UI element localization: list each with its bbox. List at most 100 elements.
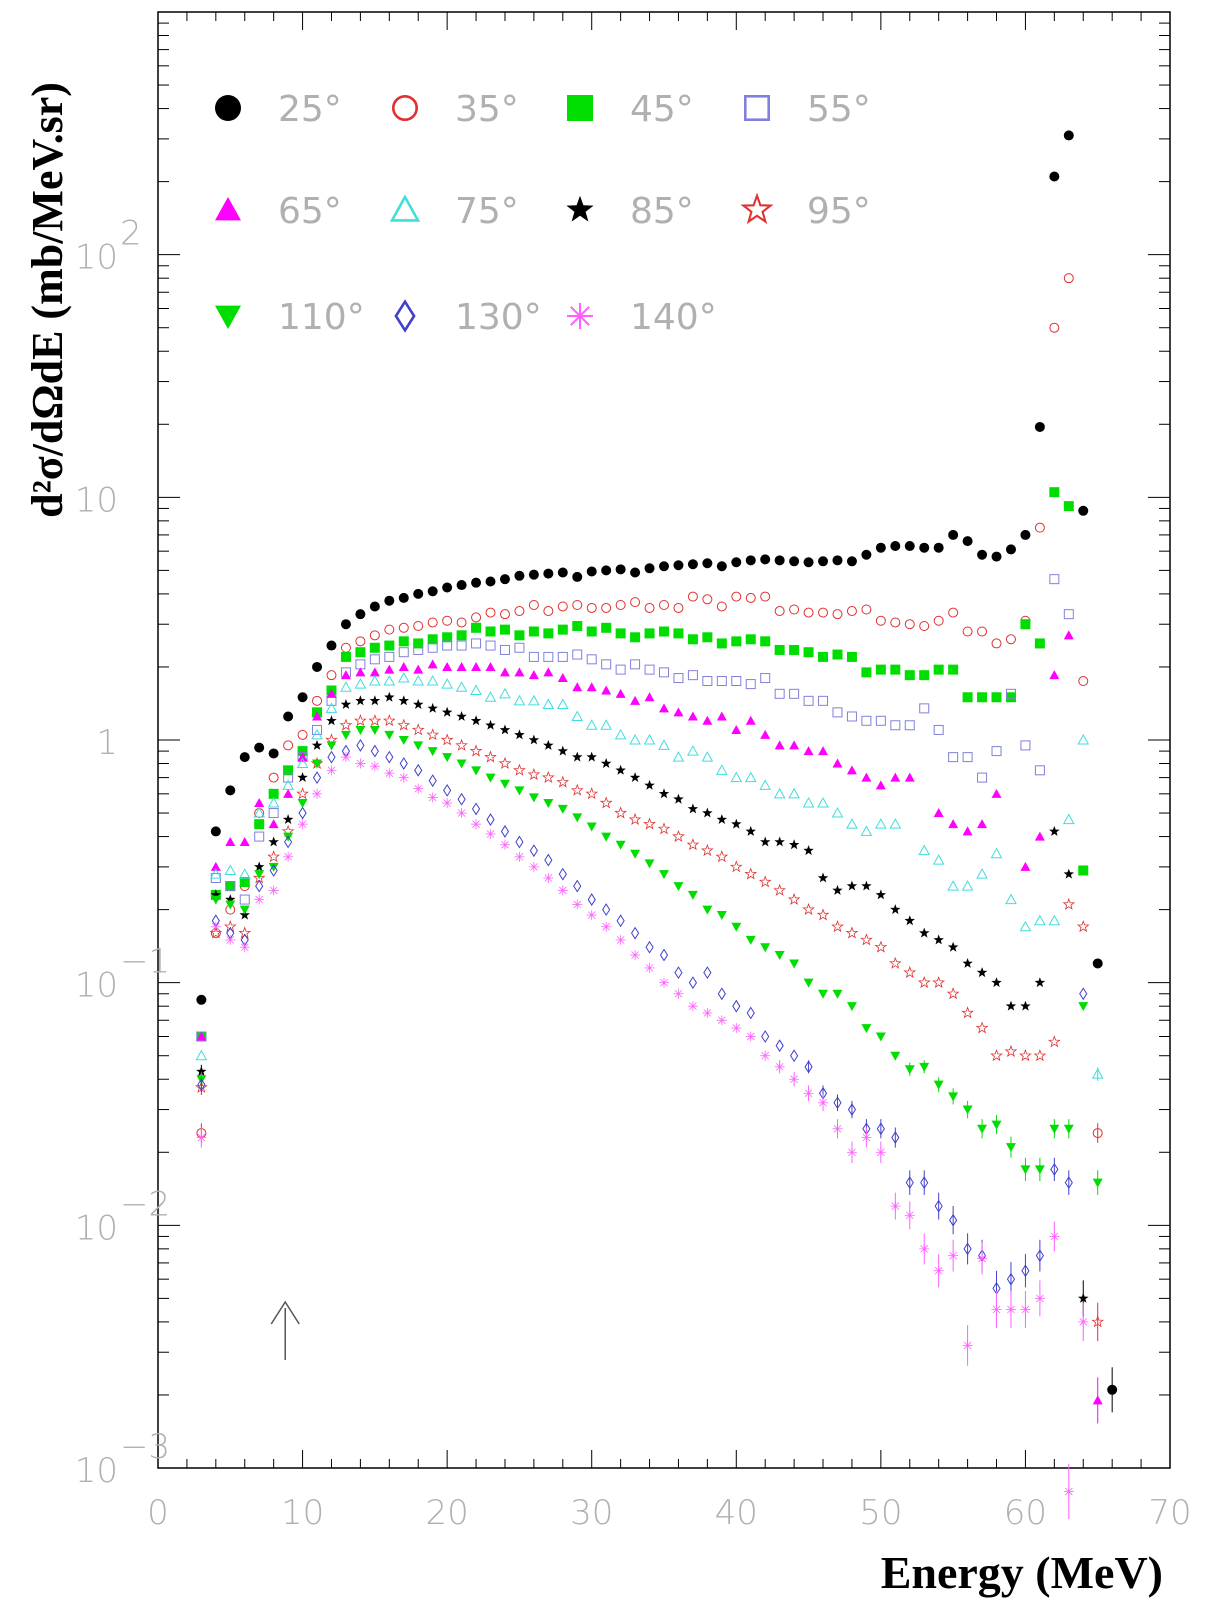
legend-marker [215,197,241,221]
data-point [1034,638,1045,649]
data-point [253,807,266,818]
data-point [572,899,583,910]
data-point [585,787,599,800]
data-point [499,574,510,585]
data-point [789,604,800,615]
data-point [586,626,597,637]
data-point [803,557,814,568]
data-point [903,965,917,979]
data-point [760,836,771,847]
data-point [615,628,626,639]
data-point [990,1048,1003,1062]
data-point [455,738,468,751]
data-point [384,768,395,779]
data-point [673,793,684,804]
data-point [745,935,756,945]
data-point [1092,958,1103,969]
y-tick-label: 10 [75,966,118,1006]
data-point [586,822,597,832]
data-point [1078,1316,1089,1327]
data-point [514,642,525,653]
x-tick-label: 20 [426,1493,469,1533]
data-point [515,835,524,849]
data-point [948,752,959,763]
data-point [255,879,264,893]
data-point [442,798,453,809]
data-point [355,636,366,647]
data-point [1034,522,1045,533]
legend-label: 45° [630,89,694,130]
data-point [702,905,713,915]
data-point [354,714,367,727]
data-point [991,788,1002,798]
data-point [1020,1165,1031,1175]
data-point [861,604,872,615]
data-point [687,670,698,681]
data-point [456,640,467,651]
data-point [1020,1304,1031,1315]
data-point [369,725,380,735]
data-point [225,934,236,945]
data-point [630,567,641,578]
data-point [918,844,931,856]
data-point [196,1132,207,1143]
data-point [1078,1002,1089,1012]
data-point [672,751,685,762]
data-point [861,1132,872,1143]
data-point [687,1001,698,1012]
data-point [644,664,655,675]
x-tick-label: 60 [1004,1493,1047,1533]
data-point [1005,893,1017,905]
data-point [556,698,569,710]
data-point [818,607,829,618]
series-75deg [195,672,1104,1082]
series-85deg [196,691,1089,1317]
data-point [1034,421,1045,432]
data-point [789,688,800,699]
data-point [744,771,757,783]
x-tick-label: 10 [281,1493,324,1533]
data-point [513,763,526,776]
data-point [746,1006,755,1020]
data-point [745,715,756,725]
data-point [1048,914,1061,926]
data-point [471,661,482,671]
data-point [269,864,278,877]
data-point [991,1120,1002,1130]
data-point [382,714,396,727]
data-point [919,927,930,938]
data-point [398,622,409,633]
data-point [312,724,323,735]
data-point [413,664,424,674]
data-point [860,825,873,836]
data-point [514,606,525,617]
data-point [225,881,236,892]
data-point [586,566,597,577]
data-point [239,876,250,887]
data-point [426,728,439,741]
data-point [614,728,627,740]
data-point [629,772,641,782]
data-point [283,788,294,798]
data-point [239,905,250,915]
data-point [644,563,655,574]
data-point [397,718,411,731]
data-point [1020,619,1031,630]
data-point [703,966,712,980]
data-point [687,803,699,814]
data-point [254,894,265,905]
data-point [659,561,669,572]
data-point [1004,1044,1018,1057]
data-point [832,989,843,999]
data-point [920,1176,929,1190]
data-point [586,751,597,762]
data-point [471,622,482,633]
data-point [543,739,554,750]
legend-marker [215,95,241,121]
annotation-arrow [270,1300,300,1360]
data-point [788,839,800,850]
data-point [774,951,785,961]
data-point [543,872,554,883]
data-point [630,950,641,961]
data-point [414,763,423,777]
